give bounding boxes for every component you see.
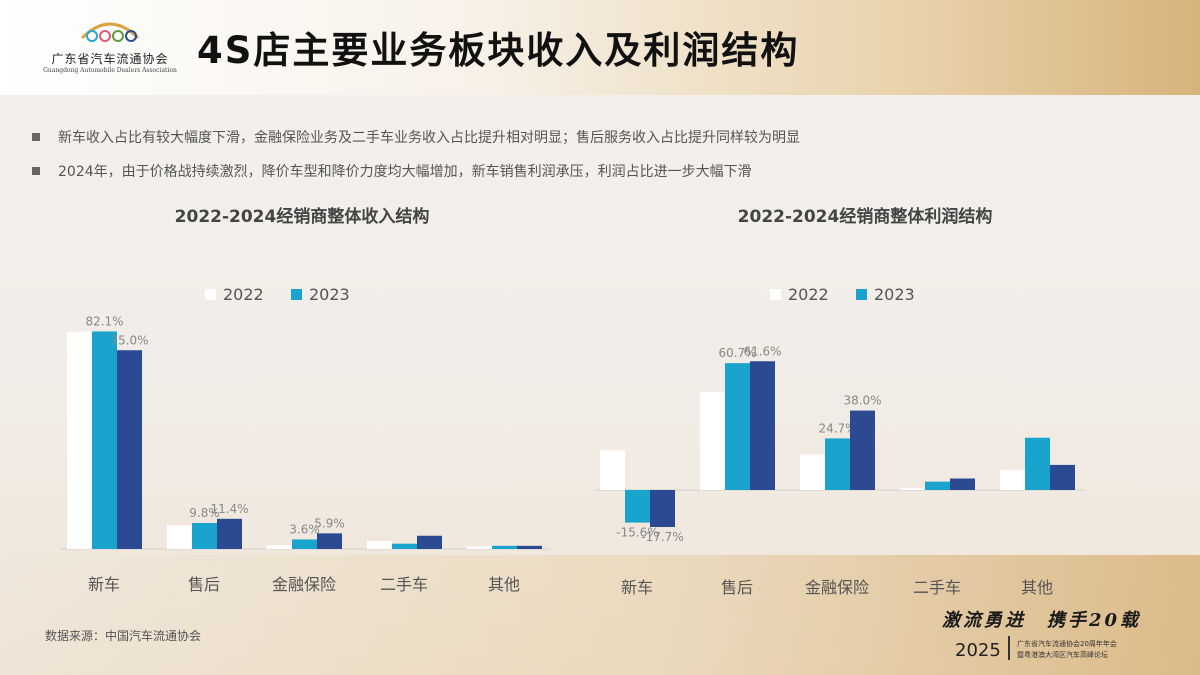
category-label: 金融保险 xyxy=(805,578,869,597)
event-slogan: 激流勇进 携手20载 xyxy=(942,610,1142,631)
category-label: 售后 xyxy=(721,578,753,597)
bar xyxy=(1050,464,1075,490)
event-year: 2025 xyxy=(955,640,1001,661)
logo-name-en: Guangdong Automobile Dealers Association xyxy=(43,67,177,74)
bullet-square-icon xyxy=(32,133,40,141)
bar xyxy=(292,539,317,549)
data-label: 60.7% xyxy=(718,346,756,360)
category-label: 其他 xyxy=(1021,578,1053,597)
bullet-list: 新车收入占比有较大幅度下滑，金融保险业务及二手车业务收入占比提升相对明显；售后服… xyxy=(32,120,800,188)
logo-mark-icon xyxy=(80,22,140,42)
bar xyxy=(167,525,192,549)
bar xyxy=(1000,470,1025,490)
legend-swatch xyxy=(205,289,216,300)
data-source: 数据来源：中国汽车流通协会 xyxy=(45,629,202,643)
category-label: 二手车 xyxy=(913,578,961,597)
bar xyxy=(950,478,975,490)
legend-label: 2023 xyxy=(874,285,915,304)
chart-title: 2022-2024经销商整体收入结构 xyxy=(175,206,430,227)
bar xyxy=(67,331,92,549)
legend-swatch xyxy=(856,289,867,300)
bar xyxy=(417,535,442,549)
logo: 广东省汽车流通协会 Guangdong Automobile Dealers A… xyxy=(40,16,180,80)
bar xyxy=(750,361,775,490)
bar xyxy=(900,487,925,490)
bar xyxy=(725,363,750,490)
category-label: 新车 xyxy=(88,575,120,594)
bar xyxy=(367,541,392,549)
bar xyxy=(217,518,242,549)
chart-title: 2022-2024经销商整体利润结构 xyxy=(738,206,993,227)
data-label: 38.0% xyxy=(843,394,881,408)
event-name: 广东省汽车流通协会20周年年会 xyxy=(1017,640,1117,648)
bar xyxy=(92,331,117,549)
category-label: 其他 xyxy=(488,575,520,594)
bar xyxy=(925,481,950,490)
bar xyxy=(800,454,825,490)
header-band xyxy=(0,0,1200,95)
bar xyxy=(317,533,342,549)
data-label: -17.7% xyxy=(641,530,683,544)
bar xyxy=(467,546,492,549)
event-divider xyxy=(1008,636,1010,660)
bullet-square-icon xyxy=(32,167,40,175)
bar xyxy=(700,391,725,490)
data-label: 11.4% xyxy=(210,502,248,516)
logo-name-cn: 广东省汽车流通协会 xyxy=(51,52,169,66)
data-label: 24.7% xyxy=(818,421,856,435)
data-label: 82.1% xyxy=(85,314,123,328)
category-label: 金融保险 xyxy=(272,575,336,594)
legend-swatch xyxy=(291,289,302,300)
bar xyxy=(117,350,142,549)
category-label: 售后 xyxy=(188,575,220,594)
data-label: 61.6% xyxy=(743,344,781,358)
bar xyxy=(392,543,417,549)
legend-swatch xyxy=(770,289,781,300)
bar xyxy=(625,490,650,523)
category-label: 二手车 xyxy=(380,575,428,594)
bar xyxy=(192,523,217,549)
event-subtitle: 暨粤港澳大湾区汽车高峰论坛 xyxy=(1017,651,1108,659)
bar xyxy=(600,450,625,490)
footer-band xyxy=(0,555,1200,675)
data-label: -15.6% xyxy=(616,526,658,540)
data-label: 5.9% xyxy=(314,516,345,530)
page-title: 4S店主要业务板块收入及利润结构 xyxy=(197,29,800,72)
bar xyxy=(517,545,542,549)
bullet-text: 2024年，由于价格战持续激烈，降价车型和降价力度均大幅增加，新车销售利润承压，… xyxy=(58,164,752,180)
bar xyxy=(492,545,517,549)
bar xyxy=(1025,437,1050,490)
bullet-item: 2024年，由于价格战持续激烈，降价车型和降价力度均大幅增加，新车销售利润承压，… xyxy=(32,154,800,188)
data-label: 3.6% xyxy=(289,522,320,536)
legend-label: 2022 xyxy=(788,285,829,304)
bullet-item: 新车收入占比有较大幅度下滑，金融保险业务及二手车业务收入占比提升相对明显；售后服… xyxy=(32,120,800,154)
data-label: 9.8% xyxy=(189,506,220,520)
legend-label: 2022 xyxy=(223,285,264,304)
legend-label: 2023 xyxy=(309,285,350,304)
bar xyxy=(850,410,875,490)
bar xyxy=(825,438,850,490)
bullet-text: 新车收入占比有较大幅度下滑，金融保险业务及二手车业务收入占比提升相对明显；售后服… xyxy=(58,130,800,146)
category-label: 新车 xyxy=(621,578,653,597)
bar xyxy=(650,490,675,527)
data-label: 75.0% xyxy=(110,333,148,347)
bar xyxy=(267,545,292,549)
